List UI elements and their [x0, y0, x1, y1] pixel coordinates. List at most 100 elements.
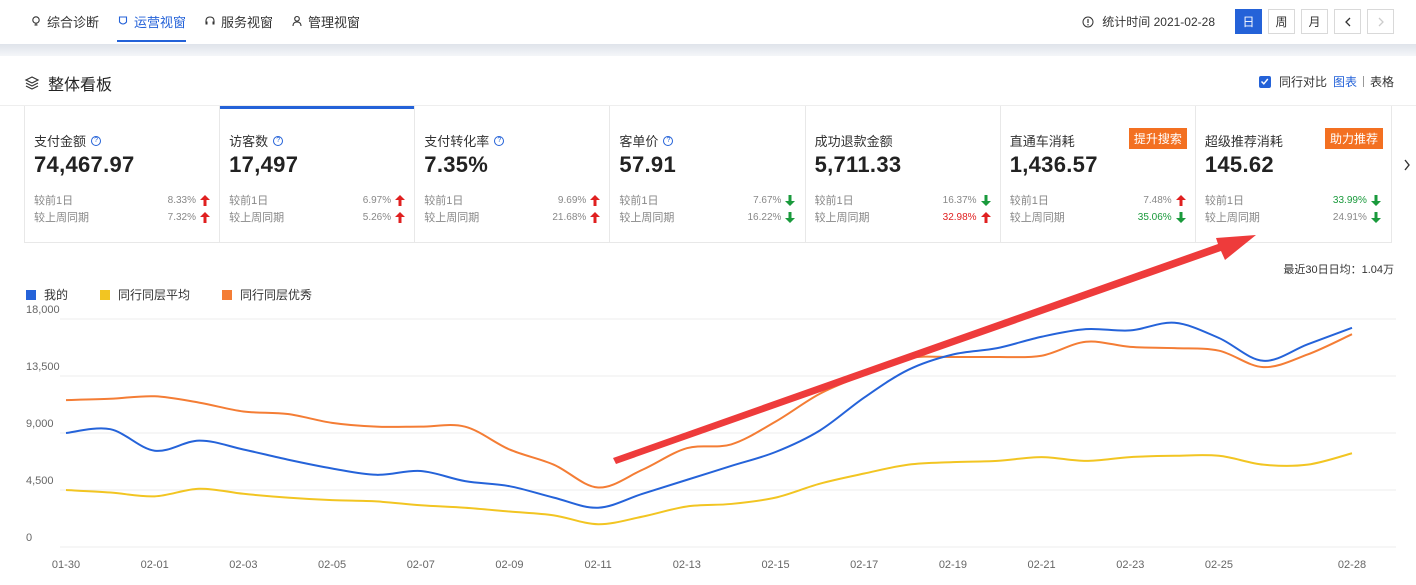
arrow-down-icon	[785, 194, 796, 206]
promo-badge-button[interactable]: 助力推荐	[1324, 128, 1383, 149]
comparison-percent: 8.33%	[167, 194, 196, 206]
metric-card[interactable]: 成功退款金额 5,711.33 较前1日 16.37% 较上周同期 32.98%	[806, 106, 1001, 242]
comparison-row: 较上周同期 7.32%	[34, 209, 210, 225]
comparison-label: 较前1日	[424, 195, 464, 207]
trend-chart-svg: 0 4,500 9,000 13,500 18,000 01-30 02-01 02-03 02…	[26, 235, 1396, 571]
metric-card[interactable]: 客单价? 57.91 较前1日 7.67% 较上周同期 16.22%	[610, 106, 806, 242]
arrow-down-icon	[785, 211, 796, 223]
metric-value: 145.62	[1204, 152, 1274, 177]
info-icon[interactable]	[1082, 16, 1094, 28]
next-cards-button[interactable]	[1400, 155, 1414, 175]
arrow-up-icon	[395, 211, 406, 223]
metric-value: 7.35%	[424, 152, 489, 177]
next-date-button[interactable]	[1367, 9, 1394, 34]
metric-title-text: 超级推荐消耗	[1204, 134, 1283, 149]
period-week-button[interactable]: 周	[1268, 9, 1295, 34]
metric-title-text: 支付金额	[34, 134, 87, 149]
x-tick-label: 02-01	[141, 559, 169, 571]
tab-operations-view[interactable]: 运营视窗	[117, 0, 187, 42]
legend-label: 我的	[44, 288, 69, 302]
chevron-left-icon	[1344, 17, 1352, 27]
x-tick-label: 02-17	[850, 559, 878, 571]
tab-label: 运营视窗	[134, 14, 187, 30]
metric-card[interactable]: 超级推荐消耗 助力推荐 145.62 较前1日 33.99% 较上周同期 24.91%	[1196, 106, 1391, 242]
metric-title: 成功退款金额	[815, 131, 893, 150]
legend-label: 同行同层优秀	[240, 288, 313, 302]
shield-icon	[117, 15, 129, 27]
help-icon[interactable]: ?	[494, 135, 505, 146]
comparison-row: 较上周同期 32.98%	[815, 209, 991, 225]
period-month-button[interactable]: 月	[1301, 9, 1328, 34]
tab-service-view[interactable]: 服务视窗	[204, 0, 273, 42]
legend-item-peer-top[interactable]: 同行同层优秀	[222, 286, 312, 303]
comparison-percent: 7.67%	[753, 194, 782, 206]
chevron-right-icon	[1403, 158, 1411, 172]
view-chart-link[interactable]: 图表	[1332, 75, 1357, 89]
annotation-arrow	[613, 235, 1256, 464]
series-line-mine	[65, 321, 1353, 509]
user-icon	[291, 15, 303, 27]
comparison-row: 较上周同期 35.06%	[1010, 209, 1186, 225]
comparison-label: 较上周同期	[424, 212, 480, 224]
comparison-label: 较上周同期	[814, 212, 870, 224]
comparison-row: 较上周同期 24.91%	[1205, 209, 1381, 225]
section-divider	[0, 44, 1416, 56]
x-tick-label: 02-03	[229, 559, 257, 571]
legend-swatch	[26, 289, 36, 300]
view-tabs: 综合诊断 运营视窗 服务视窗 管理视窗	[30, 0, 378, 42]
legend-item-peer-average[interactable]: 同行同层平均	[100, 286, 190, 303]
comparison-percent: 5.26%	[362, 211, 392, 223]
date-toolbar: 统计时间 2021-02-28 日 周 月	[1082, 9, 1394, 34]
comparison-percent: 33.99%	[1332, 194, 1367, 206]
arrow-up-icon	[395, 194, 406, 206]
tab-label: 服务视窗	[221, 14, 274, 30]
metric-card[interactable]: 支付金额? 74,467.97 较前1日 8.33% 较上周同期 7.32%	[25, 106, 221, 242]
promo-badge-button[interactable]: 提升搜索	[1128, 128, 1187, 149]
metric-title-text: 直通车消耗	[1009, 134, 1075, 149]
panel-title: 整体看板	[24, 71, 112, 95]
arrow-down-icon	[1175, 211, 1186, 223]
comparison-percent: 35.06%	[1137, 211, 1172, 223]
tab-management-view[interactable]: 管理视窗	[291, 0, 360, 42]
x-tick-label: 02-11	[584, 559, 611, 571]
metric-title: 超级推荐消耗	[1205, 131, 1283, 150]
period-day-button[interactable]: 日	[1235, 9, 1262, 34]
view-table-link[interactable]: 表格	[1369, 75, 1394, 89]
x-tick-label: 02-19	[939, 559, 967, 571]
arrow-up-icon	[1175, 194, 1186, 206]
metric-title: 直通车消耗	[1010, 131, 1075, 150]
prev-date-button[interactable]	[1334, 9, 1361, 34]
x-tick-label: 02-07	[407, 559, 435, 571]
comparison-percent: 16.22%	[747, 211, 782, 223]
metric-card[interactable]: 访客数? 17,497 较前1日 6.97% 较上周同期 5.26%	[220, 106, 416, 242]
help-icon[interactable]: ?	[273, 135, 284, 146]
comparison-row: 较前1日 6.97%	[229, 192, 406, 208]
stat-time: 统计时间 2021-02-28	[1102, 15, 1215, 29]
comparison-label: 较前1日	[814, 195, 854, 207]
metric-card[interactable]: 支付转化率? 7.35% 较前1日 9.69% 较上周同期 21.68%	[415, 106, 611, 242]
comparison-label: 较上周同期	[1009, 212, 1065, 224]
legend-swatch	[100, 289, 111, 300]
metric-card[interactable]: 直通车消耗 提升搜索 1,436.57 较前1日 7.48% 较上周同期 35.06%	[1001, 106, 1196, 242]
tab-overview-diagnosis[interactable]: 综合诊断	[30, 0, 99, 42]
comparison-label: 较上周同期	[229, 212, 285, 224]
daily-average-note: 最近30日日均：1.04万	[1283, 264, 1394, 276]
comparison-label: 较上周同期	[34, 212, 89, 224]
metric-title: 支付金额?	[34, 131, 102, 150]
comparison-row: 较前1日 8.33%	[34, 192, 210, 208]
x-tick-label: 02-05	[318, 559, 346, 571]
help-icon[interactable]: ?	[91, 135, 102, 146]
comparison-label: 较前1日	[619, 195, 659, 207]
x-tick-label: 01-30	[52, 559, 80, 571]
comparison-row: 较上周同期 16.22%	[619, 209, 796, 225]
arrow-down-icon	[1370, 194, 1381, 206]
compare-label: 同行对比	[1278, 75, 1327, 89]
y-tick-label: 13,500	[26, 361, 60, 373]
legend-item-mine[interactable]: 我的	[26, 286, 68, 303]
comparison-row: 较前1日 7.67%	[619, 192, 796, 208]
help-icon[interactable]: ?	[663, 135, 674, 146]
arrow-up-icon	[200, 194, 210, 206]
bulb-icon	[30, 15, 42, 27]
headset-icon	[204, 15, 216, 27]
compare-checkbox[interactable]	[1258, 75, 1271, 88]
